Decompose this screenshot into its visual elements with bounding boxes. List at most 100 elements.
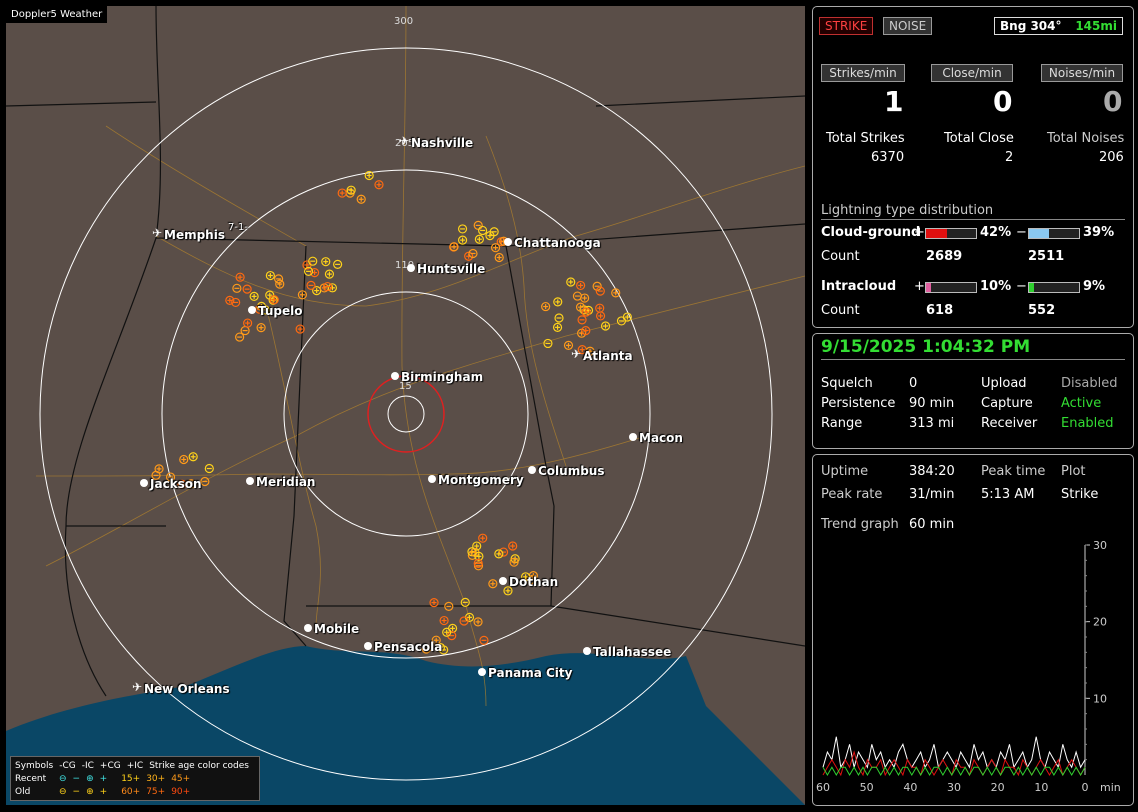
x-tick-label: 20 <box>991 781 1005 794</box>
strikes-per-min-label: Strikes/min <box>821 64 905 82</box>
strike-marker <box>554 313 564 323</box>
strike-marker <box>543 338 553 349</box>
strike-marker <box>473 617 483 627</box>
strike-marker <box>179 454 189 465</box>
age-30: 30+ <box>146 773 166 784</box>
cg-pos-pct: 42% <box>980 225 1012 240</box>
city-label[interactable]: Birmingham <box>401 370 484 384</box>
city-dot-icon <box>364 642 372 650</box>
strike-marker <box>508 541 518 551</box>
strike-marker <box>151 470 161 480</box>
city-label[interactable]: Columbus <box>538 464 605 478</box>
x-unit-label: min <box>1100 781 1121 794</box>
strike-marker <box>457 235 468 245</box>
city-label[interactable]: Jackson <box>150 477 202 491</box>
strike-marker <box>509 557 519 567</box>
strike-marker <box>444 601 454 611</box>
strike-marker <box>439 615 449 626</box>
noise-button[interactable]: NOISE <box>883 17 933 35</box>
uptime-value: 384:20 <box>909 464 955 479</box>
city-label[interactable]: Meridian <box>256 475 316 489</box>
age-75: 75+ <box>146 786 166 797</box>
strike-panel: STRIKE NOISE Bng 304° 145mi Strikes/min … <box>812 6 1134 328</box>
city-label[interactable]: Chattanooga <box>514 236 601 250</box>
upload-label: Upload <box>981 376 1027 391</box>
age-90: 90+ <box>171 786 191 797</box>
cg-neg-bar <box>1028 228 1080 239</box>
strikes-per-min-value: 1 <box>884 85 904 118</box>
city-label[interactable]: New Orleans <box>144 682 230 696</box>
stats-panel: Uptime 384:20 Peak time 5:13 AM Plot Str… <box>812 454 1134 806</box>
city-label[interactable]: Memphis <box>164 228 225 242</box>
receiver-value: Enabled <box>1061 416 1114 431</box>
bearing-display: Bng 304° 145mi <box>994 17 1123 35</box>
strike-marker <box>322 281 333 292</box>
lightning-map[interactable]: Doppler5 Weather 300 205 110 15 ✈ Nashvil… <box>6 6 805 805</box>
cg-pos-bar <box>925 228 977 239</box>
strike-marker <box>611 288 621 298</box>
persistence-value: 90 min <box>909 396 955 411</box>
strike-marker <box>541 301 551 312</box>
strike-marker <box>468 248 478 259</box>
strike-marker <box>473 558 483 568</box>
city-dot-icon <box>140 479 148 487</box>
city-dot-icon <box>499 577 507 585</box>
strike-button[interactable]: STRIKE <box>819 17 874 35</box>
cg-neg-count: 2511 <box>1028 249 1065 264</box>
city-dot-icon <box>248 306 256 314</box>
city-label[interactable]: Panama City <box>488 666 573 680</box>
noises-per-min-value: 0 <box>1103 85 1123 118</box>
city-dot-icon <box>583 647 591 655</box>
legend-header-neg-ic: -IC <box>81 760 94 771</box>
legend-old-label: Old <box>15 786 31 797</box>
bar-fill <box>926 229 947 238</box>
city-label[interactable]: Dothan <box>509 575 559 589</box>
total-strikes-value: 6370 <box>871 150 905 165</box>
strike-marker <box>494 549 504 559</box>
city-label[interactable]: Macon <box>639 431 683 445</box>
strike-marker <box>346 185 356 195</box>
city-label[interactable]: Tallahassee <box>593 645 672 659</box>
strike-marker <box>306 280 316 290</box>
x-tick-label: 60 <box>816 781 830 794</box>
inner-ring <box>387 395 425 433</box>
city-label[interactable]: Pensacola <box>374 640 443 654</box>
cg-pos-count: 2689 <box>926 249 963 264</box>
strike-marker <box>429 598 439 608</box>
city-label[interactable]: Montgomery <box>438 473 524 487</box>
intracloud-label: Intracloud <box>821 279 897 294</box>
legend-header-pos-cg: +CG <box>99 760 121 771</box>
strike-marker <box>269 295 279 305</box>
legend-recent-label: Recent <box>15 773 47 784</box>
ic-neg-pct: 9% <box>1083 279 1106 294</box>
plot-label: Plot <box>1061 464 1086 479</box>
neg-cg-old-icon: ⊖ <box>59 786 67 797</box>
ic-neg-count: 552 <box>1028 303 1056 318</box>
y-tick-label: 30 <box>1093 539 1107 552</box>
strike-marker <box>240 325 250 336</box>
age-45: 45+ <box>171 773 191 784</box>
city-dot-icon <box>391 372 399 380</box>
pos-cg-old-icon: ⊕ <box>86 786 94 797</box>
strike-marker <box>188 452 198 462</box>
ic-pos-bar <box>925 282 977 293</box>
close-per-min-value: 0 <box>993 85 1013 118</box>
strike-marker <box>275 279 285 289</box>
strike-marker <box>308 256 318 266</box>
capture-value: Active <box>1061 396 1102 411</box>
city-label[interactable]: Atlanta <box>583 349 633 363</box>
bar-fill <box>1029 229 1049 238</box>
strike-marker <box>225 295 235 305</box>
city-label[interactable]: Mobile <box>314 622 360 636</box>
strike-marker <box>478 225 488 236</box>
strike-marker <box>364 170 374 181</box>
strike-marker <box>592 281 602 291</box>
legend-header-neg-cg: -CG <box>59 760 76 771</box>
strike-marker <box>581 326 591 336</box>
city-label[interactable]: Nashville <box>411 136 474 150</box>
trend-value: 60 min <box>909 517 955 532</box>
city-label[interactable]: Tupelo <box>258 304 303 318</box>
x-tick-label: 0 <box>1082 781 1089 794</box>
range-rings <box>39 47 773 781</box>
city-label[interactable]: Huntsville <box>417 262 486 276</box>
